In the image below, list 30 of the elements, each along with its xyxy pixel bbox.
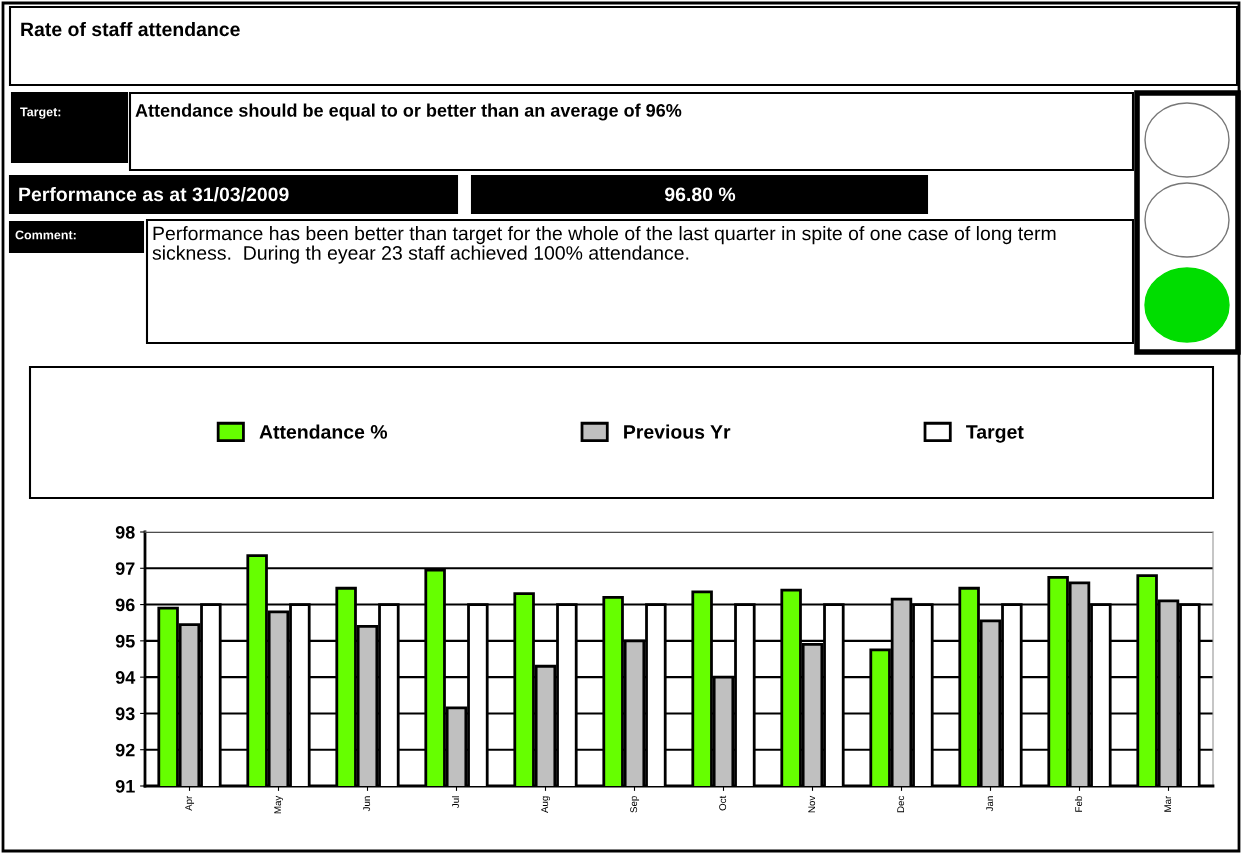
text: Performance has been better than target for the whole of the last quarter in spite of one case of long term sickness. During th eyear 23 staff achieved 100% attendance. [152, 226, 1056, 264]
x-tick-label: Apr [185, 795, 195, 811]
y-tick-label: 97 [115, 562, 135, 576]
x-tick-label: Mar [1164, 795, 1172, 812]
legend-label: Attendance % [259, 424, 388, 439]
chart-title: Rate of staff attendance [21, 21, 240, 37]
y-tick-label: 98 [115, 525, 135, 539]
y-tick-label: 94 [115, 671, 136, 684]
legend-label: Previous Yr [624, 424, 731, 439]
y-tick-label: 91 [115, 779, 135, 793]
text: Performance as at 31/03/2009 [19, 186, 289, 202]
text: Attendance should be equal to or better than an average of 96% [135, 103, 682, 121]
x-tick-label: May [274, 795, 284, 814]
x-tick-label: Jul [451, 796, 460, 808]
y-tick-label: 95 [115, 634, 135, 648]
x-tick-label: Dec [897, 795, 905, 813]
text: Comment: [15, 230, 76, 240]
legend-label: Target [966, 425, 1024, 443]
x-tick-label: Jun [363, 796, 371, 812]
x-tick-label: Oct [719, 795, 727, 811]
x-tick-label: Aug [541, 796, 551, 813]
y-tick-label: 92 [115, 743, 135, 757]
text: 96.80 % [665, 187, 736, 202]
text: Target: [20, 107, 61, 119]
y-tick-label: 93 [115, 707, 135, 721]
x-tick-label: Sep [630, 796, 640, 813]
x-tick-label: Feb [1074, 796, 1083, 812]
x-tick-label: Jan [986, 796, 994, 812]
x-tick-label: Nov [808, 795, 816, 813]
y-tick-label: 96 [115, 598, 135, 612]
